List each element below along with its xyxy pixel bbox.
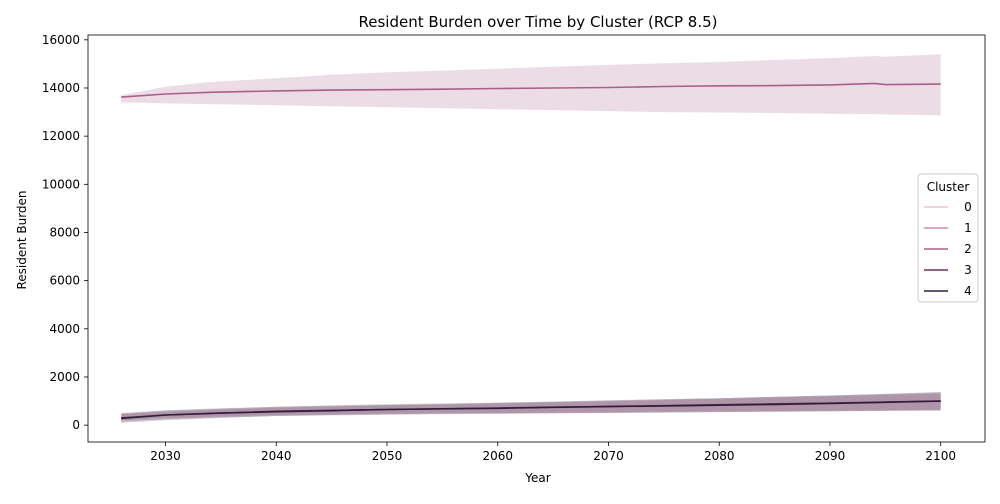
y-axis-label: Resident Burden xyxy=(15,190,29,289)
x-tick-label: 2090 xyxy=(815,449,846,463)
legend-label-cluster-3: 3 xyxy=(964,263,972,277)
y-tick-label: 10000 xyxy=(42,177,80,191)
band-cluster-2 xyxy=(121,54,941,116)
y-tick-label: 0 xyxy=(72,418,80,432)
legend-label-cluster-2: 2 xyxy=(964,242,972,256)
x-tick-label: 2060 xyxy=(482,449,513,463)
legend-label-cluster-0: 0 xyxy=(964,200,972,214)
y-tick-label: 2000 xyxy=(49,370,80,384)
x-tick-label: 2070 xyxy=(593,449,624,463)
legend: Cluster 0 1 2 3 4 xyxy=(917,173,979,303)
y-tick-label: 4000 xyxy=(49,322,80,336)
axes: 2030 2040 2050 2060 2070 2080 2090 2100 0 2000 400… xyxy=(42,33,986,463)
legend-label-cluster-4: 4 xyxy=(964,284,972,298)
x-tick-label: 2080 xyxy=(704,449,735,463)
series-lines xyxy=(121,82,941,420)
plot-frame xyxy=(87,34,986,443)
x-tick-label: 2040 xyxy=(261,449,292,463)
legend-label-cluster-1: 1 xyxy=(964,221,972,235)
y-tick-label: 14000 xyxy=(42,81,80,95)
y-tick-label: 12000 xyxy=(42,129,80,143)
legend-title: Cluster xyxy=(927,180,970,194)
y-tick-label: 8000 xyxy=(49,225,80,239)
line-cluster-4 xyxy=(121,400,941,420)
line-cluster-2 xyxy=(121,82,941,98)
y-tick-label: 6000 xyxy=(49,274,80,288)
x-tick-label: 2100 xyxy=(925,449,956,463)
x-tick-label: 2030 xyxy=(150,449,181,463)
x-axis-label: Year xyxy=(524,471,550,485)
y-tick-label: 16000 xyxy=(42,33,80,47)
x-tick-label: 2050 xyxy=(372,449,403,463)
confidence-bands xyxy=(121,54,941,423)
chart-title: Resident Burden over Time by Cluster (RC… xyxy=(359,13,718,31)
